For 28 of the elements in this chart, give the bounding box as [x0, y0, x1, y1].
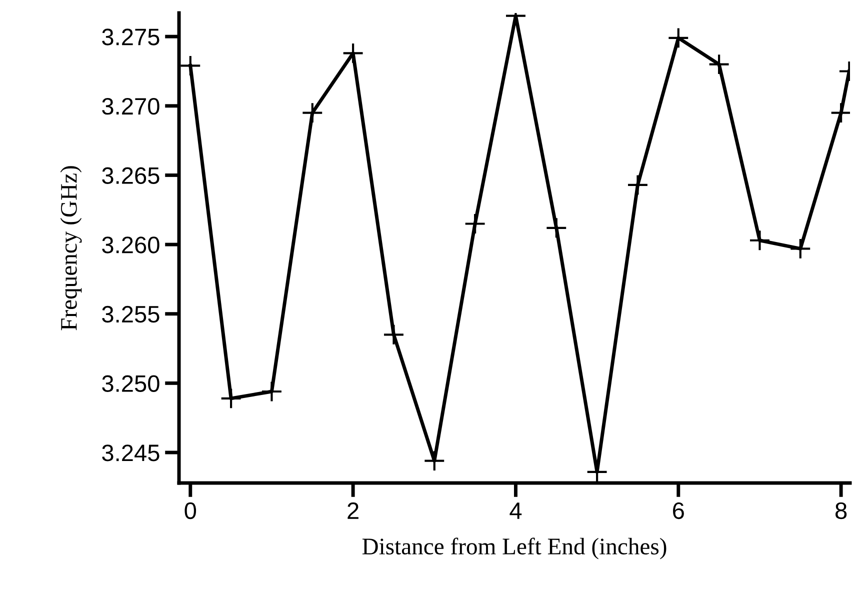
y-tick-label: 3.250	[102, 375, 160, 392]
point	[342, 42, 364, 64]
x-tick-label: 4	[510, 502, 522, 519]
point	[748, 230, 770, 252]
x-tick-label: 2	[348, 502, 358, 519]
y-tick-label: 3.260	[102, 236, 160, 254]
point	[260, 380, 282, 402]
x-axis-title: Distance from Left End (inches)	[362, 538, 666, 560]
x-tick-label: 8	[836, 502, 847, 520]
point	[220, 388, 242, 410]
y-tick-label: 3.270	[102, 98, 160, 115]
y-tick-label: 3.275	[102, 28, 160, 46]
point	[382, 324, 404, 346]
y-axis-title: Frequency (GHz)	[60, 166, 82, 330]
point	[708, 54, 730, 76]
point	[464, 212, 486, 235]
y-tick-label: 3.255	[102, 306, 160, 323]
point	[546, 217, 568, 239]
point	[626, 174, 648, 196]
x-tick-label: 6	[673, 502, 684, 520]
point	[668, 27, 690, 49]
point	[180, 54, 202, 76]
x-tick-label: 0	[184, 502, 196, 520]
point	[302, 102, 324, 124]
y-tick-label: 3.245	[102, 444, 160, 462]
y-tick-label: 3.265	[102, 167, 160, 184]
point	[424, 450, 446, 472]
point	[790, 238, 812, 260]
